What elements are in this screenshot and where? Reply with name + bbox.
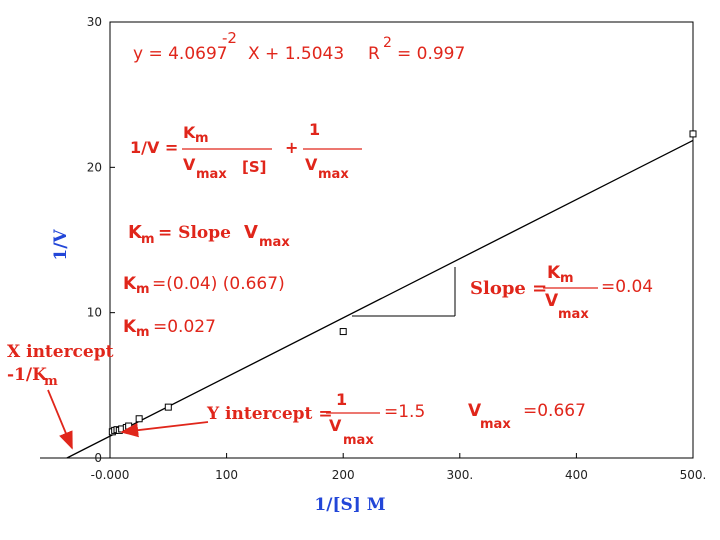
svg-text:max: max [558,307,589,322]
svg-text:m: m [136,325,150,340]
x-intercept-arrow [47,389,73,450]
vmax-annotation: V max =0.667 [468,401,586,432]
data-point [339,328,347,336]
y-tick-label: 20 [87,160,102,174]
svg-text:1: 1 [336,390,347,409]
y-tick-label: 30 [87,15,102,29]
x-axis-label: 1/[S] M [314,495,385,515]
svg-text:K: K [123,274,137,294]
x-tick-label: 500. [680,468,707,482]
svg-text:=0.667: =0.667 [523,401,586,421]
svg-text:= Slope: = Slope [158,223,231,243]
x-axis-ticks: -0.000 100 200 300. 400 500. [91,453,707,482]
svg-text:V: V [468,401,482,421]
svg-text:V: V [305,155,318,174]
svg-text:2: 2 [383,35,392,51]
svg-text:V: V [244,222,258,243]
svg-text:K: K [128,222,143,243]
svg-text:max: max [318,167,349,182]
svg-text:Slope =: Slope = [470,278,547,299]
regression-line [66,139,694,459]
svg-text:K: K [123,317,137,337]
svg-text:y = 4.0697: y = 4.0697 [133,44,228,64]
svg-text:-2: -2 [222,29,237,47]
km-result: K m =0.027 [123,317,216,340]
svg-text:=1.5: =1.5 [384,402,425,422]
svg-text:+: + [285,138,298,157]
svg-text:max: max [259,235,290,250]
svg-text:K: K [183,123,196,142]
regression-equation: y = 4.0697 -2 X + 1.5043 R 2 = 0.997 [133,29,465,64]
y-axis-ticks: 0 10 20 30 [87,15,115,465]
svg-text:X intercept: X intercept [7,342,114,362]
y-tick-label: 10 [87,306,102,320]
svg-text:max: max [343,433,374,448]
svg-text:= 0.997: = 0.997 [397,44,465,64]
svg-text:=(0.04) (0.667): =(0.04) (0.667) [152,274,285,294]
data-point [135,415,143,423]
svg-text:1/V =: 1/V = [130,138,178,157]
x-tick-label: -0.000 [91,468,130,482]
svg-text:K: K [547,263,561,283]
data-point [689,130,697,138]
x-tick-label: 200 [332,468,355,482]
svg-text:Y intercept =: Y intercept = [206,404,333,424]
svg-text:X + 1.5043: X + 1.5043 [248,44,344,64]
y-intercept-arrow [120,421,209,438]
svg-text:1: 1 [309,120,320,139]
svg-text:[S]: [S] [242,158,267,176]
svg-text:R: R [368,44,380,64]
michaelis-menten-equation: 1/V = K m V max [S] + 1 V max [130,120,362,182]
x-tick-label: 400 [565,468,588,482]
x-tick-label: 100 [215,468,238,482]
svg-text:=0.04: =0.04 [601,277,653,297]
km-equation: K m = Slope V max [128,222,290,250]
y-intercept-annotation: Y intercept = 1 V max =1.5 [120,390,425,448]
svg-text:V: V [329,416,342,435]
fit-line-layer [66,139,694,459]
svg-text:V: V [545,291,559,311]
km-calculation: K m =(0.04) (0.667) [123,274,285,297]
svg-text:=0.027: =0.027 [153,317,216,337]
x-intercept-annotation: X intercept -1/K m [7,342,114,450]
data-point [125,422,133,430]
svg-text:m: m [195,131,209,146]
x-tick-label: 300. [446,468,473,482]
svg-text:m: m [136,282,150,297]
slope-annotation: Slope = K m V max =0.04 [352,263,653,322]
data-point [164,403,172,411]
svg-text:m: m [44,374,58,389]
svg-text:-1/K: -1/K [7,365,48,385]
svg-text:m: m [560,271,574,286]
svg-text:m: m [141,232,155,247]
y-axis-label: 1/V [51,229,71,261]
svg-text:max: max [480,417,511,432]
svg-text:max: max [196,167,227,182]
y-tick-label: 0 [94,451,102,465]
svg-text:V: V [183,155,196,174]
